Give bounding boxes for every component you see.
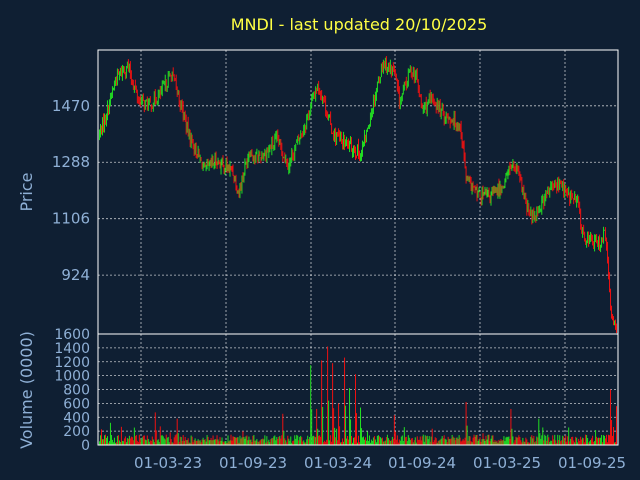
price-tick-label: 1106 (52, 210, 90, 228)
price-candles (98, 56, 618, 334)
price-tick-label: 1288 (52, 153, 90, 171)
price-grid (98, 50, 618, 334)
volume-tick-label: 800 (63, 383, 90, 399)
date-tick-label: 01-09-23 (219, 454, 287, 472)
price-panel-frame (97, 49, 619, 335)
date-tick-label: 01-09-25 (558, 454, 626, 472)
chart-title: MNDI - last updated 20/10/2025 (231, 15, 488, 34)
volume-tick-label: 0 (81, 438, 90, 454)
volume-tick-label: 1000 (54, 369, 90, 385)
volume-tick-label: 1400 (54, 341, 90, 357)
volume-tick-label: 1600 (54, 327, 90, 343)
volume-tick-label: 200 (63, 424, 90, 440)
date-x-ticks: 01-03-23 01-09-23 01-03-24 01-09-24 01-03-25… (134, 454, 626, 472)
volume-panel-frame (97, 333, 619, 446)
price-tick-label: 1470 (52, 97, 90, 115)
volume-tick-label: 400 (63, 410, 90, 426)
price-axis-label: Price (17, 172, 36, 211)
volume-bars (98, 346, 618, 445)
date-tick-label: 01-09-24 (388, 454, 456, 472)
volume-grid (98, 334, 618, 445)
date-tick-label: 01-03-23 (134, 454, 202, 472)
price-tick-label: 924 (61, 266, 90, 284)
date-tick-label: 01-03-24 (304, 454, 372, 472)
date-tick-label: 01-03-25 (473, 454, 541, 472)
volume-tick-label: 1200 (54, 355, 90, 371)
price-y-ticks: 1470 1288 1106 924 (52, 97, 90, 284)
volume-tick-label: 600 (63, 396, 90, 412)
volume-axis-label: Volume (0000) (17, 331, 36, 449)
